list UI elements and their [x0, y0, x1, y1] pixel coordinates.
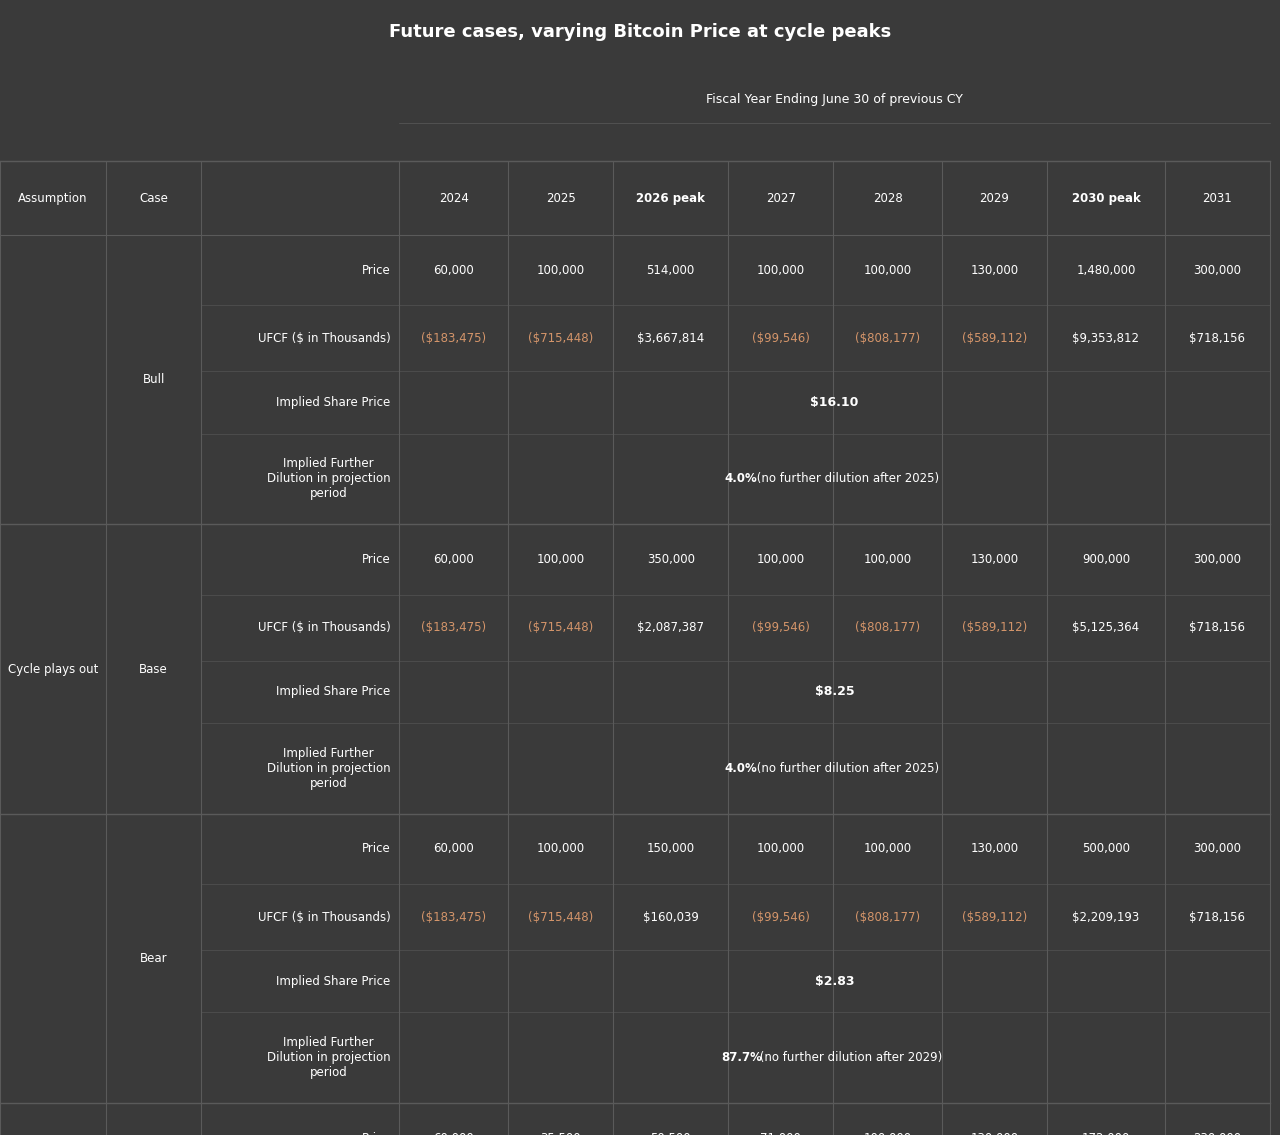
- Text: (no further dilution after 2025): (no further dilution after 2025): [753, 762, 940, 775]
- Text: ($808,177): ($808,177): [855, 910, 920, 924]
- Text: 100,000: 100,000: [536, 263, 585, 277]
- Text: 4.0%: 4.0%: [724, 472, 758, 486]
- Text: ($589,112): ($589,112): [963, 621, 1027, 634]
- Text: 300,000: 300,000: [1193, 842, 1242, 856]
- Text: ($99,546): ($99,546): [751, 331, 810, 345]
- Text: $718,156: $718,156: [1189, 331, 1245, 345]
- Text: 60,000: 60,000: [434, 553, 474, 566]
- Text: 230,000: 230,000: [1193, 1132, 1242, 1135]
- Text: 2024: 2024: [439, 192, 468, 204]
- Text: Implied Share Price: Implied Share Price: [276, 686, 390, 698]
- Text: $2,087,387: $2,087,387: [637, 621, 704, 634]
- Text: UFCF ($ in Thousands): UFCF ($ in Thousands): [257, 621, 390, 634]
- Text: Implied Further
Dilution in projection
period: Implied Further Dilution in projection p…: [266, 747, 390, 790]
- Text: 130,000: 130,000: [970, 1132, 1019, 1135]
- Text: 1,480,000: 1,480,000: [1076, 263, 1135, 277]
- Text: 2029: 2029: [979, 192, 1010, 204]
- Text: Bull: Bull: [142, 373, 165, 386]
- Text: Implied Further
Dilution in projection
period: Implied Further Dilution in projection p…: [266, 457, 390, 501]
- Text: 300,000: 300,000: [1193, 553, 1242, 566]
- Text: 100,000: 100,000: [536, 842, 585, 856]
- Text: $5,125,364: $5,125,364: [1073, 621, 1139, 634]
- Text: 4.0%: 4.0%: [724, 762, 758, 775]
- Text: Implied Further
Dilution in projection
period: Implied Further Dilution in projection p…: [266, 1036, 390, 1079]
- Text: $9,353,812: $9,353,812: [1073, 331, 1139, 345]
- Text: ($183,475): ($183,475): [421, 331, 486, 345]
- Text: Bear: Bear: [140, 952, 168, 965]
- Text: ($715,448): ($715,448): [529, 621, 593, 634]
- Text: 2026 peak: 2026 peak: [636, 192, 705, 204]
- Text: 100,000: 100,000: [864, 842, 911, 856]
- Text: Price: Price: [362, 1132, 390, 1135]
- Text: 514,000: 514,000: [646, 263, 695, 277]
- Text: ($183,475): ($183,475): [421, 910, 486, 924]
- Text: 150,000: 150,000: [646, 842, 695, 856]
- Text: Price: Price: [362, 263, 390, 277]
- Text: ($183,475): ($183,475): [421, 621, 486, 634]
- Text: $160,039: $160,039: [643, 910, 699, 924]
- Text: 100,000: 100,000: [536, 553, 585, 566]
- Text: 2025: 2025: [545, 192, 576, 204]
- Text: ($589,112): ($589,112): [963, 910, 1027, 924]
- Text: ($99,546): ($99,546): [751, 910, 810, 924]
- Text: 100,000: 100,000: [864, 553, 911, 566]
- Text: 60,000: 60,000: [434, 842, 474, 856]
- Text: 130,000: 130,000: [970, 842, 1019, 856]
- Text: Price: Price: [362, 842, 390, 856]
- Text: ($589,112): ($589,112): [963, 331, 1027, 345]
- Text: 172,000: 172,000: [1082, 1132, 1130, 1135]
- Text: $718,156: $718,156: [1189, 621, 1245, 634]
- Text: (no further dilution after 2025): (no further dilution after 2025): [753, 472, 940, 486]
- Text: UFCF ($ in Thousands): UFCF ($ in Thousands): [257, 910, 390, 924]
- Text: Fiscal Year Ending June 30 of previous CY: Fiscal Year Ending June 30 of previous C…: [707, 93, 963, 107]
- Text: 300,000: 300,000: [1193, 263, 1242, 277]
- Text: 100,000: 100,000: [756, 553, 805, 566]
- Text: 60,000: 60,000: [434, 1132, 474, 1135]
- Text: Price: Price: [362, 553, 390, 566]
- Text: 100,000: 100,000: [756, 842, 805, 856]
- Text: $2,209,193: $2,209,193: [1073, 910, 1139, 924]
- Text: 71,000: 71,000: [760, 1132, 801, 1135]
- Text: ($808,177): ($808,177): [855, 621, 920, 634]
- Text: 500,000: 500,000: [1082, 842, 1130, 856]
- Text: 130,000: 130,000: [970, 553, 1019, 566]
- Text: ($808,177): ($808,177): [855, 331, 920, 345]
- Text: Implied Share Price: Implied Share Price: [276, 975, 390, 987]
- Text: $3,667,814: $3,667,814: [637, 331, 704, 345]
- Text: 2028: 2028: [873, 192, 902, 204]
- Text: 35,500: 35,500: [540, 1132, 581, 1135]
- Text: Cycle plays out: Cycle plays out: [8, 663, 99, 675]
- Text: Case: Case: [140, 192, 168, 204]
- Text: 2031: 2031: [1202, 192, 1233, 204]
- Text: 2027: 2027: [765, 192, 796, 204]
- Text: 87.7%: 87.7%: [721, 1051, 762, 1065]
- Text: 900,000: 900,000: [1082, 553, 1130, 566]
- Text: Assumption: Assumption: [18, 192, 88, 204]
- Text: Implied Share Price: Implied Share Price: [276, 396, 390, 409]
- Text: 350,000: 350,000: [646, 553, 695, 566]
- Text: 60,000: 60,000: [434, 263, 474, 277]
- Text: ($715,448): ($715,448): [529, 910, 593, 924]
- Text: $718,156: $718,156: [1189, 910, 1245, 924]
- Text: 100,000: 100,000: [756, 263, 805, 277]
- Text: 100,000: 100,000: [864, 1132, 911, 1135]
- Text: Future cases, varying Bitcoin Price at cycle peaks: Future cases, varying Bitcoin Price at c…: [389, 23, 891, 41]
- Text: ($99,546): ($99,546): [751, 621, 810, 634]
- Text: UFCF ($ in Thousands): UFCF ($ in Thousands): [257, 331, 390, 345]
- Text: 100,000: 100,000: [864, 263, 911, 277]
- Text: 50,500: 50,500: [650, 1132, 691, 1135]
- Text: 130,000: 130,000: [970, 263, 1019, 277]
- Text: 2030 peak: 2030 peak: [1071, 192, 1140, 204]
- Text: $8.25: $8.25: [815, 686, 854, 698]
- Text: ($715,448): ($715,448): [529, 331, 593, 345]
- Text: $16.10: $16.10: [810, 396, 859, 409]
- Text: Base: Base: [140, 663, 168, 675]
- Text: (no further dilution after 2029): (no further dilution after 2029): [755, 1051, 942, 1065]
- Text: $2.83: $2.83: [815, 975, 854, 987]
